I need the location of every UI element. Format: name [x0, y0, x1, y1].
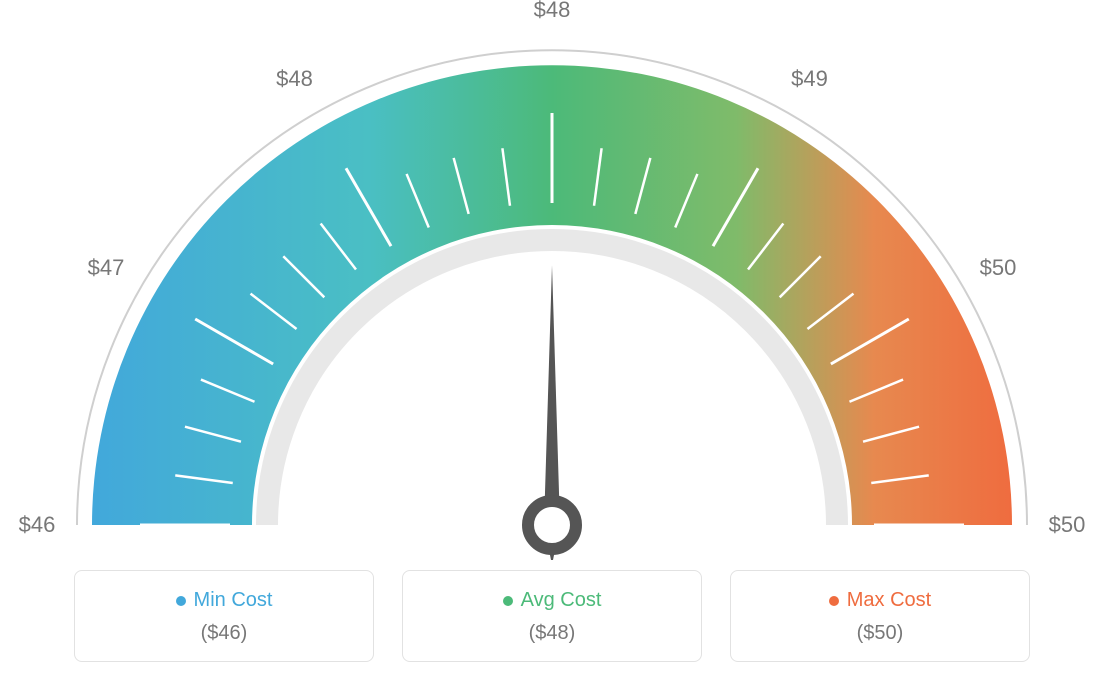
gauge-tick-label: $50	[1049, 512, 1086, 538]
legend-value-avg: ($48)	[413, 622, 691, 645]
gauge-tick-label: $46	[19, 512, 56, 538]
gauge-tick-label: $48	[534, 0, 571, 23]
legend-label: Min Cost	[194, 589, 273, 612]
legend-title-max: Max Cost	[829, 589, 931, 612]
legend-row: Min Cost ($46) Avg Cost ($48) Max Cost (…	[0, 560, 1104, 662]
legend-title-avg: Avg Cost	[503, 589, 602, 612]
legend-card-max: Max Cost ($50)	[730, 570, 1030, 662]
legend-value-min: ($46)	[85, 622, 363, 645]
dot-icon	[176, 596, 186, 606]
gauge-chart: $46 $47 $48 $48 $49 $50 $50	[0, 0, 1104, 560]
legend-value-max: ($50)	[741, 622, 1019, 645]
legend-label: Max Cost	[847, 589, 931, 612]
dot-icon	[503, 596, 513, 606]
gauge-tick-label: $48	[276, 66, 313, 92]
gauge-svg	[0, 0, 1104, 560]
gauge-tick-label: $47	[88, 255, 125, 281]
gauge-tick-label: $49	[791, 66, 828, 92]
legend-label: Avg Cost	[521, 589, 602, 612]
gauge-tick-label: $50	[980, 255, 1017, 281]
legend-title-min: Min Cost	[176, 589, 273, 612]
legend-card-min: Min Cost ($46)	[74, 570, 374, 662]
legend-card-avg: Avg Cost ($48)	[402, 570, 702, 662]
dot-icon	[829, 596, 839, 606]
